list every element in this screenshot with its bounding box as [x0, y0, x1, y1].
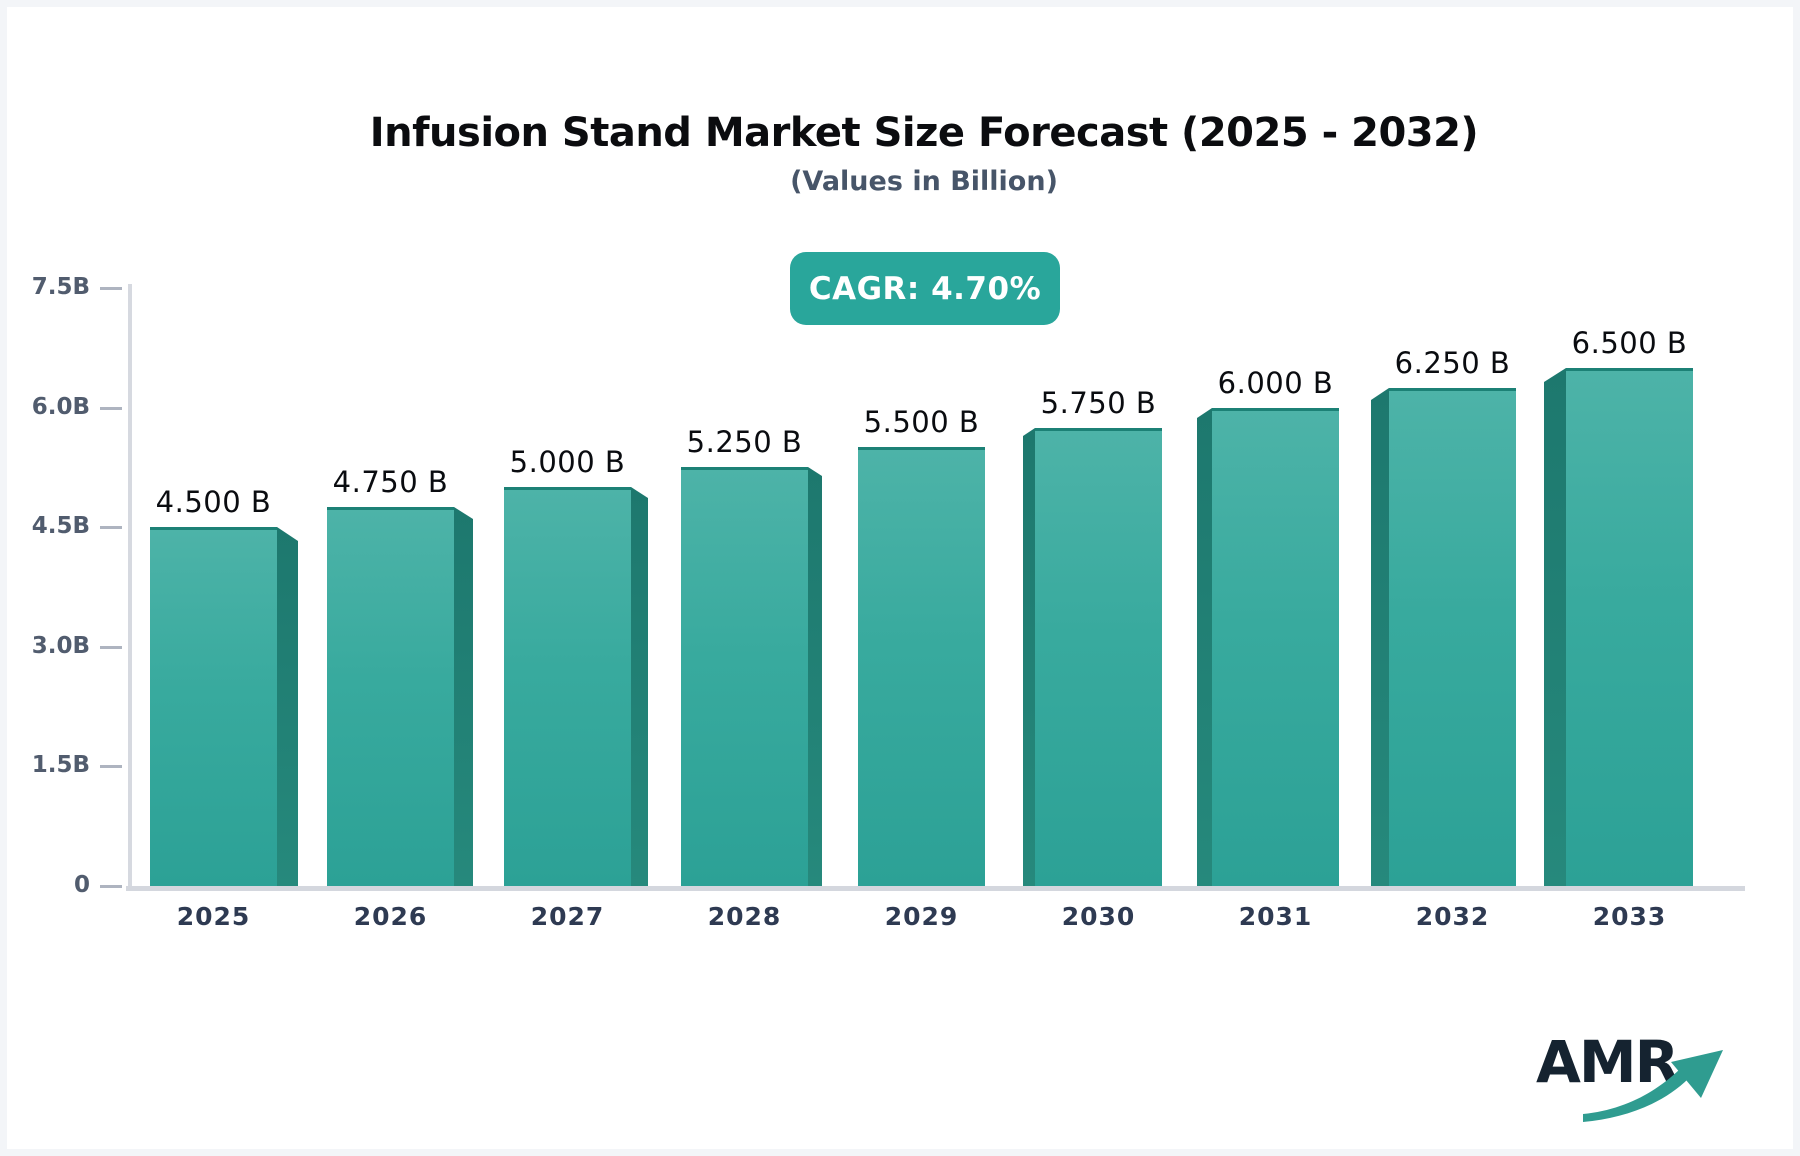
- x-axis-line: [126, 886, 1745, 891]
- bar-2033-value-label: 6.500 B: [1571, 326, 1688, 360]
- bar-2026-side: [454, 507, 473, 886]
- cagr-badge-label: CAGR: 4.70%: [808, 270, 1042, 307]
- y-axis-line: [128, 284, 132, 891]
- y-tick-mark-1.5B: [100, 765, 122, 769]
- y-tick-mark-3.0B: [100, 645, 122, 649]
- x-tick-label-2031: 2031: [1238, 902, 1313, 931]
- bar-2030: [1035, 428, 1162, 886]
- bar-2026-value-label: 4.750 B: [332, 465, 449, 499]
- x-tick-label-2027: 2027: [530, 902, 605, 931]
- amr-logo: AMR: [1528, 1022, 1748, 1122]
- x-tick-label-2025: 2025: [176, 902, 251, 931]
- bar-2032: [1389, 388, 1516, 886]
- x-tick-label-2030: 2030: [1061, 902, 1136, 931]
- bar-2031-value-label: 6.000 B: [1217, 366, 1334, 400]
- bar-2025: [150, 527, 277, 886]
- bar-2031-side: [1197, 408, 1212, 886]
- bar-2033-side: [1544, 368, 1566, 886]
- x-tick-label-2026: 2026: [353, 902, 428, 931]
- bar-2027-value-label: 5.000 B: [509, 445, 626, 479]
- y-tick-mark-4.5B: [100, 526, 122, 530]
- bar-2032-value-label: 6.250 B: [1394, 346, 1511, 380]
- amr-logo-text: AMR: [1536, 1028, 1679, 1096]
- y-tick-label-0: 0: [73, 872, 90, 898]
- bar-2030-side: [1023, 428, 1035, 886]
- bar-2028: [681, 467, 808, 886]
- chart-title: Infusion Stand Market Size Forecast (202…: [369, 110, 1479, 156]
- y-tick-label-4.5B: 4.5B: [31, 513, 90, 540]
- y-tick-mark-6.0B: [100, 406, 122, 410]
- bar-2027: [504, 487, 631, 886]
- bar-2031: [1212, 408, 1339, 886]
- x-tick-label-2028: 2028: [707, 902, 782, 931]
- y-tick-mark-7.5B: [100, 287, 122, 290]
- x-tick-label-2032: 2032: [1415, 902, 1490, 931]
- bar-2029: [858, 447, 985, 886]
- bar-2025-side: [277, 527, 298, 886]
- bar-2028-value-label: 5.250 B: [686, 425, 803, 459]
- bar-2027-side: [631, 487, 648, 886]
- x-tick-label-2029: 2029: [884, 902, 959, 931]
- y-tick-mark-0: [100, 885, 122, 888]
- cagr-badge: CAGR: 4.70%: [790, 252, 1060, 325]
- y-tick-label-1.5B: 1.5B: [31, 752, 90, 779]
- bar-2029-value-label: 5.500 B: [863, 405, 980, 439]
- bar-2030-value-label: 5.750 B: [1040, 386, 1157, 420]
- y-tick-label-6.0B: 6.0B: [31, 393, 90, 420]
- bar-2025-value-label: 4.500 B: [155, 485, 272, 519]
- x-tick-label-2033: 2033: [1592, 902, 1667, 931]
- bar-2032-side: [1371, 388, 1389, 886]
- chart-subtitle: (Values in Billion): [790, 166, 1058, 197]
- bar-2028-side: [808, 467, 822, 886]
- growth-arrow-icon: [1583, 1050, 1723, 1122]
- bar-2033: [1566, 368, 1693, 886]
- bar-2026: [327, 507, 454, 886]
- y-tick-label-3.0B: 3.0B: [31, 632, 90, 659]
- y-tick-label-7.5B: 7.5B: [31, 274, 90, 300]
